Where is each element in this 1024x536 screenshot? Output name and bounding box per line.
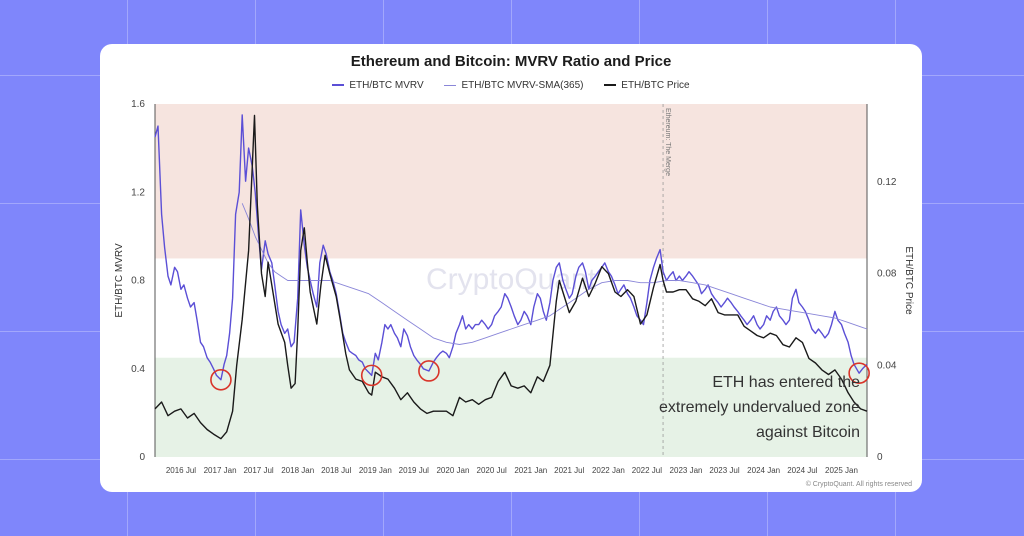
legend-label-sma: ETH/BTC MVRV-SMA(365) <box>461 80 584 91</box>
x-tick-label: 2023 Jul <box>709 466 739 475</box>
legend-swatch-sma <box>444 85 457 86</box>
x-tick-label: 2019 Jul <box>399 466 429 475</box>
y-right-axis-title: ETH/BTC Price <box>903 246 914 315</box>
x-tick-label: 2018 Jan <box>281 466 314 475</box>
y-right-tick-label: 0.04 <box>877 360 897 371</box>
legend-swatch-price <box>604 84 617 86</box>
undervalued-low-marker <box>360 364 383 387</box>
series-line-price <box>154 114 868 440</box>
annotation-line-2: extremely undervalued zone <box>658 399 860 416</box>
legend-label-mvrv: ETH/BTC MVRV <box>349 79 424 91</box>
chart-title: Ethereum and Bitcoin: MVRV Ratio and Pri… <box>350 53 672 70</box>
chart-legend: ETH/BTC MVRV ETH/BTC MVRV-SMA(365) ETH/B… <box>100 78 922 91</box>
x-tick-label: 2016 Jul <box>166 466 196 475</box>
undervalued-low-marker <box>848 362 870 384</box>
copyright-credit: © CryptoQuant. All rights reserved <box>805 481 912 488</box>
x-tick-label: 2023 Jan <box>670 466 703 475</box>
overvalued-zone <box>155 104 867 259</box>
x-tick-label: 2020 Jan <box>436 466 469 475</box>
undervalued-low-marker <box>418 360 440 382</box>
legend-item-sma[interactable]: ETH/BTC MVRV-SMA(365) <box>444 80 584 91</box>
legend-label-price: ETH/BTC Price <box>621 79 690 91</box>
y-left-tick-label: 0.4 <box>131 364 145 375</box>
chart-card: Ethereum and Bitcoin: MVRV Ratio and Pri… <box>100 44 922 492</box>
x-tick-label: 2021 Jan <box>514 466 547 475</box>
x-tick-label: 2024 Jan <box>747 466 780 475</box>
x-tick-label: 2025 Jan <box>825 466 858 475</box>
undervalued-zone <box>155 357 867 457</box>
y-right-tick-label: 0.08 <box>877 269 897 280</box>
chart-annotation: ETH has entered the extremely undervalue… <box>560 370 860 445</box>
y-left-axis-title: ETH/BTC MVRV <box>114 243 125 318</box>
x-tick-label: 2020 Jul <box>477 466 507 475</box>
x-tick-label: 2021 Jul <box>554 466 584 475</box>
x-tick-label: 2018 Jul <box>321 466 351 475</box>
y-right-tick-label: 0 <box>877 452 883 463</box>
y-left-tick-label: 1.2 <box>131 187 145 198</box>
y-right-tick-label: 0.12 <box>877 177 897 188</box>
y-left-tick-label: 0 <box>139 452 145 463</box>
chart-plot: CryptoQuant 0 0.4 0.8 1.2 1.6 ETH/BTC MVRV 0 0.0… <box>114 99 914 475</box>
annotation-line-3: against Bitcoin <box>755 424 860 441</box>
series-line-mvrv <box>154 114 868 381</box>
x-tick-label: 2022 Jul <box>632 466 662 475</box>
x-tick-label: 2017 Jan <box>204 466 237 475</box>
watermark: CryptoQuant <box>426 263 597 296</box>
annotation-line-1: ETH has entered the <box>712 374 860 391</box>
x-tick-label: 2019 Jan <box>359 466 392 475</box>
x-tick-label: 2022 Jan <box>592 466 625 475</box>
x-tick-label: 2017 Jul <box>243 466 273 475</box>
y-left-tick-label: 0.8 <box>131 276 145 287</box>
merge-event-label: Ethereum: The Merge <box>664 108 671 176</box>
y-left-tick-label: 1.6 <box>131 99 145 110</box>
legend-item-price[interactable]: ETH/BTC Price <box>604 79 690 91</box>
legend-item-mvrv[interactable]: ETH/BTC MVRV <box>332 79 424 91</box>
undervalued-low-marker <box>210 368 232 391</box>
x-tick-label: 2024 Jul <box>787 466 817 475</box>
series-line-mvrv-sma <box>241 203 868 345</box>
legend-swatch-mvrv <box>332 84 345 86</box>
